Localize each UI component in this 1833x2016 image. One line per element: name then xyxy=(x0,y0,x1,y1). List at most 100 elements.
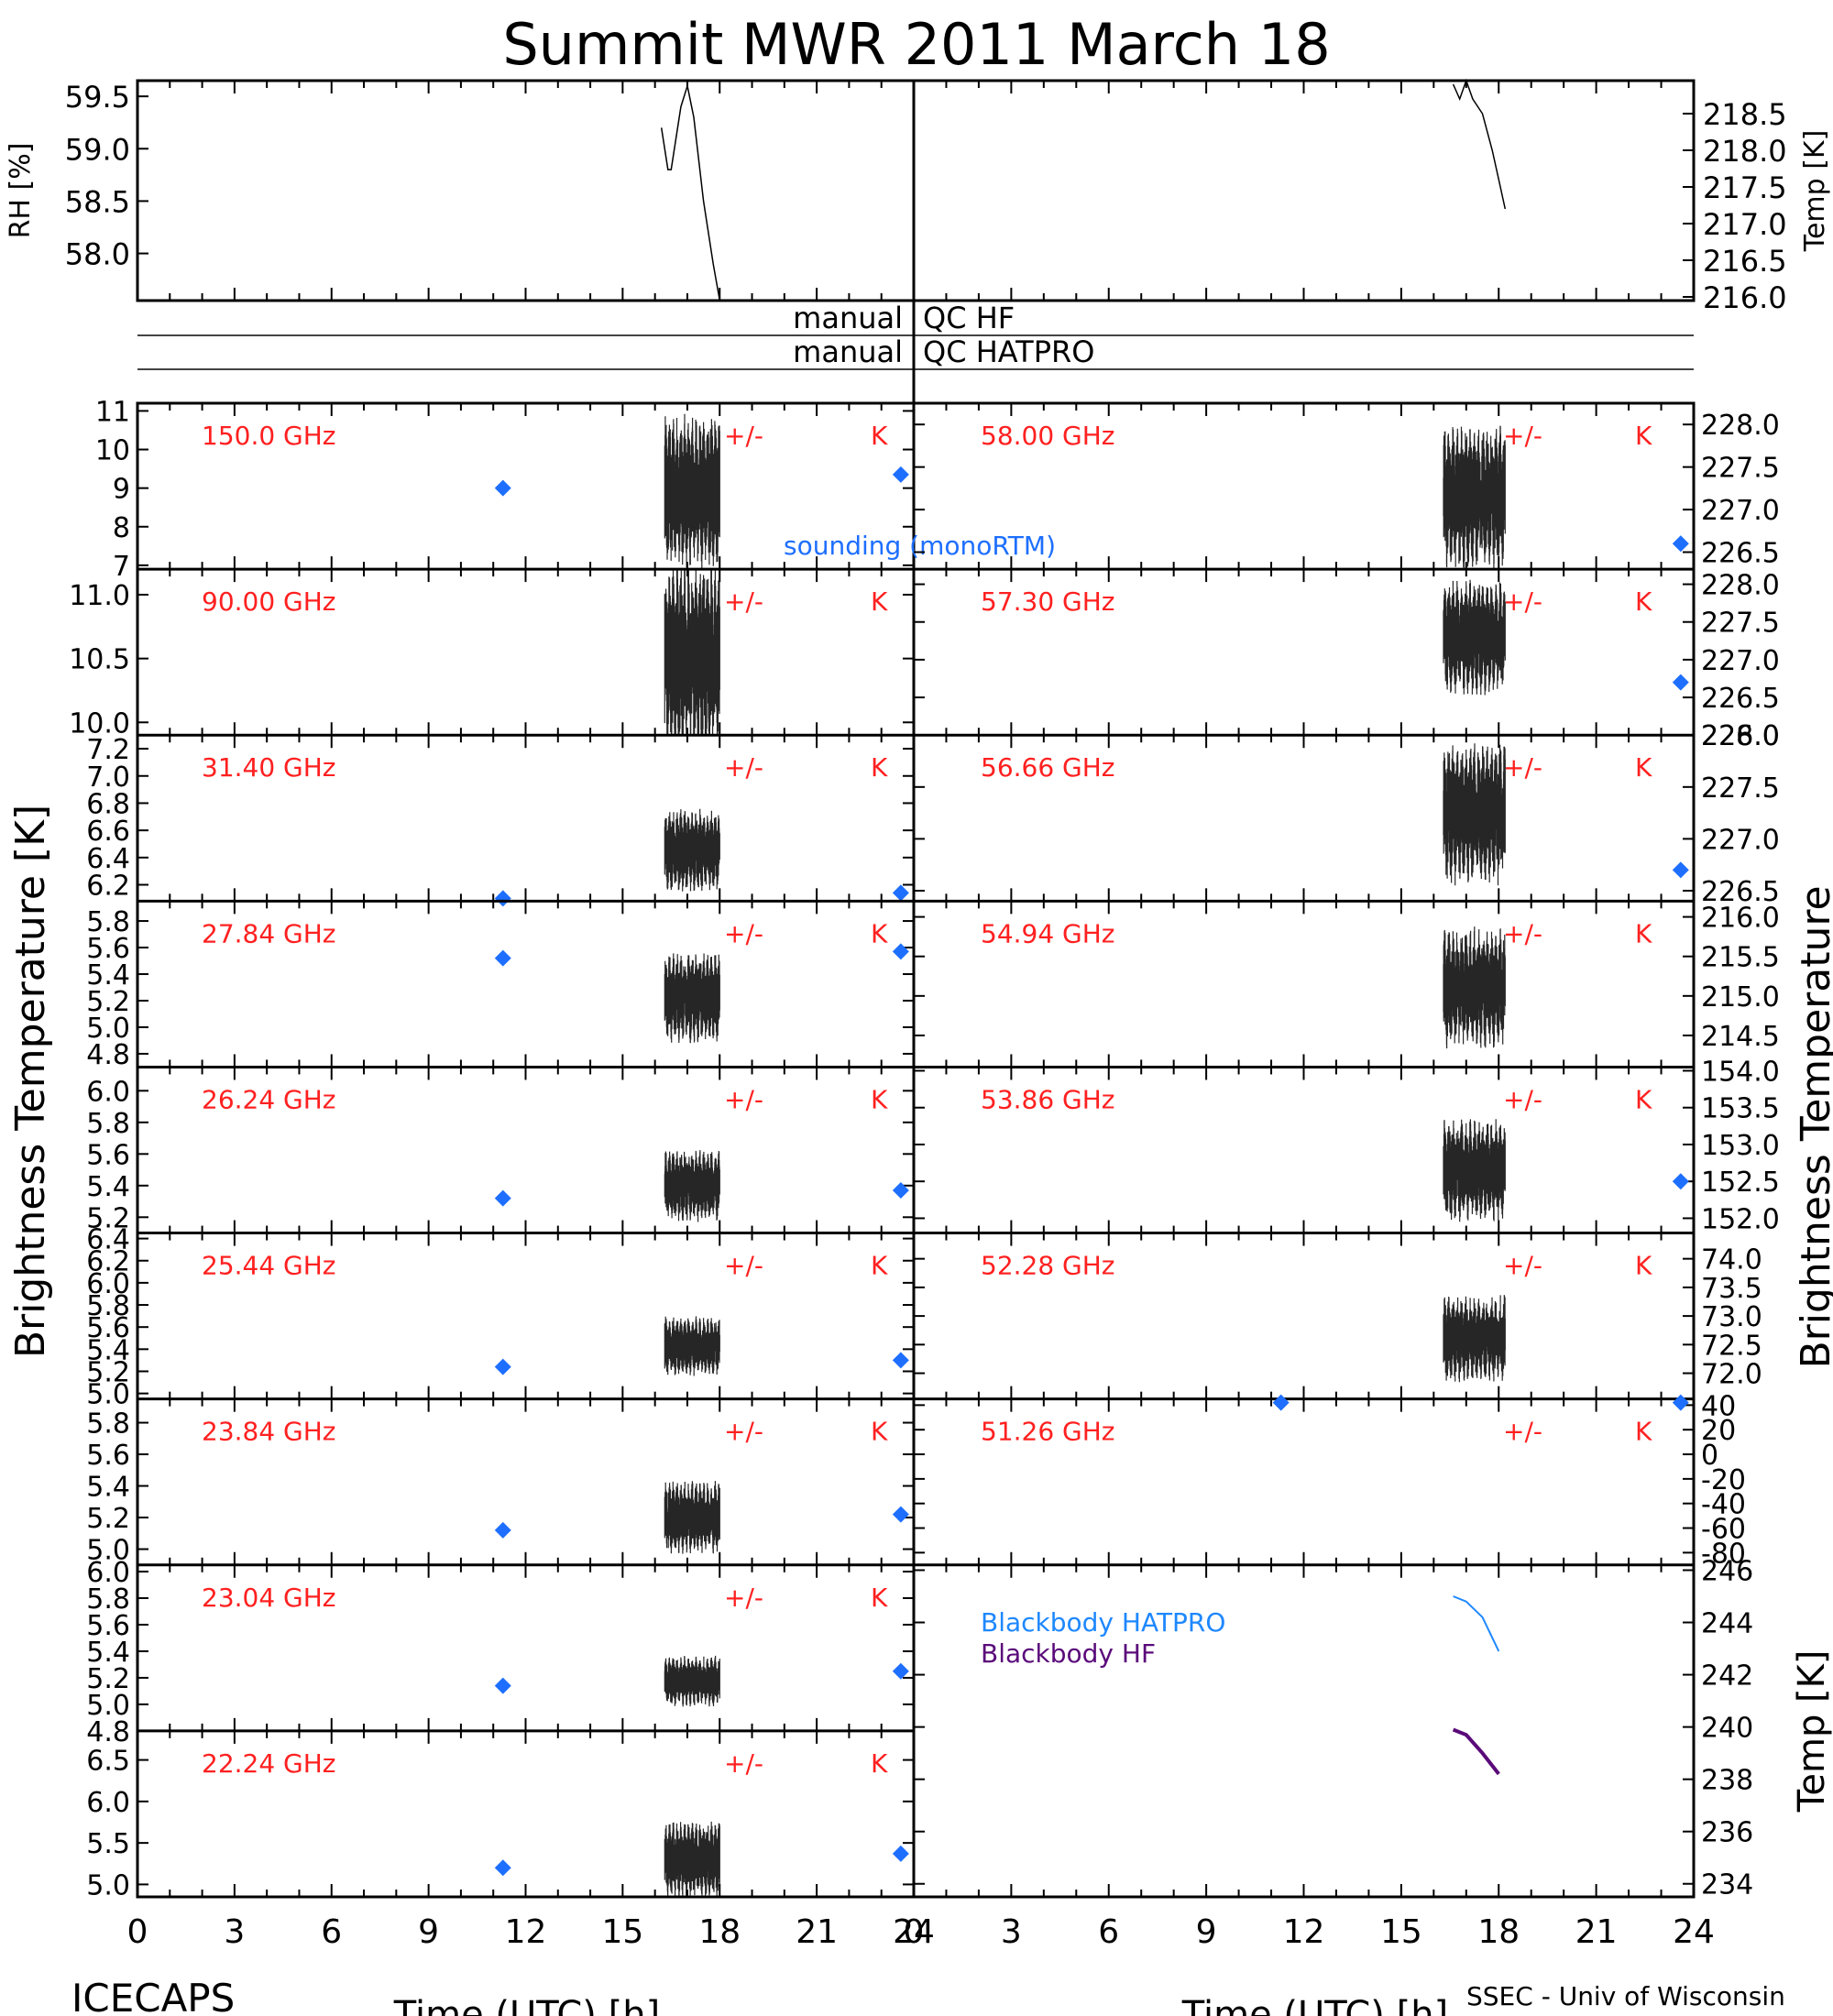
right-panel-ytick-label: 40 xyxy=(1701,1390,1736,1422)
x-tick-label: 6 xyxy=(321,1913,342,1951)
footer-left: ICECAPS xyxy=(71,1976,235,2016)
right-panel-ytick-label: 228.0 xyxy=(1701,410,1780,442)
left-panel-ytick-label: 5.8 xyxy=(86,906,130,938)
right-panel-1: 226.0 226.5 227.0 227.5 228.0 57.30 GHz +/- K xyxy=(913,567,1780,752)
left-panel-ytick-label: 6.4 xyxy=(86,1224,130,1256)
blackbody-series xyxy=(1453,1595,1500,1652)
x-tick-label: 9 xyxy=(1196,1913,1217,1951)
left-panel-ytick-label: 5.4 xyxy=(86,1637,130,1669)
sounding-point xyxy=(494,1521,511,1539)
sounding-point xyxy=(494,949,511,967)
unit-label: K xyxy=(871,1251,888,1281)
right-panel-ytick-label: 153.0 xyxy=(1701,1130,1780,1162)
pm-label: +/- xyxy=(724,752,763,783)
left-panel-ytick-label: 6.6 xyxy=(86,816,130,848)
x-tick-label: 21 xyxy=(796,1913,838,1951)
pm-label: +/- xyxy=(1503,421,1542,451)
right-panel-ytick-label: 226.0 xyxy=(1701,720,1780,752)
left-panel-ytick-label: 5.4 xyxy=(86,1171,130,1203)
right-panel-ytick-label: 20 xyxy=(1701,1415,1736,1447)
legend-entry: Blackbody HF xyxy=(981,1638,1156,1669)
met-temp-ytick-label: 217.0 xyxy=(1703,207,1787,242)
sounding-point xyxy=(892,1662,909,1680)
sounding-point xyxy=(494,1358,511,1375)
right-panel-0: 226.5 227.0 227.5 228.0 58.00 GHz +/- K xyxy=(913,403,1780,570)
channel-label: 57.30 GHz xyxy=(981,586,1115,617)
left-panel-3: 4.85.05.25.45.65.8 27.84 GHz +/- K xyxy=(86,899,915,1071)
left-panel-ytick-label: 7 xyxy=(113,551,130,583)
sounding-point xyxy=(1672,535,1689,553)
left-panel-ytick-label: 5.2 xyxy=(86,1356,130,1388)
channel-label: 27.84 GHz xyxy=(202,918,336,948)
left-panel-ytick-label: 5.0 xyxy=(86,1379,130,1411)
left-panel-ytick-label: 5.2 xyxy=(86,1663,130,1695)
sounding-point xyxy=(1672,674,1689,691)
x-tick-label: 6 xyxy=(1098,1913,1119,1951)
channel-label: 56.66 GHz xyxy=(981,752,1115,783)
left-panel-ytick-label: 4.8 xyxy=(86,1716,130,1748)
right-panel-5: 72.072.573.073.574.0 52.28 GHz +/- K xyxy=(913,1232,1762,1399)
x-tick-label: 18 xyxy=(698,1913,741,1951)
pm-label: +/- xyxy=(724,1417,763,1447)
pm-label: +/- xyxy=(1503,752,1542,783)
x-tick-label: 18 xyxy=(1477,1913,1520,1951)
hatpro-data-cloud xyxy=(664,953,720,1044)
pm-label: +/- xyxy=(1503,918,1542,948)
pm-label: +/- xyxy=(724,586,763,617)
right-panel-ytick-label: -40 xyxy=(1701,1489,1746,1521)
channel-label: 26.24 GHz xyxy=(202,1084,336,1114)
met-temp-ytick-label: 217.5 xyxy=(1703,170,1787,205)
right-panel-ytick-label: -60 xyxy=(1701,1514,1746,1546)
right-panel-ytick-label: 72.5 xyxy=(1701,1330,1762,1362)
unit-label: K xyxy=(871,1417,888,1447)
left-panel-ytick-label: 10.0 xyxy=(69,707,130,740)
x-tick-labels: 0 0 3 3 6 6 9 9 12 12 15 15 18 18 21 21 24 24 xyxy=(127,1913,1715,1951)
hatpro-data-cloud xyxy=(664,1481,720,1554)
sounding-point xyxy=(1272,1394,1290,1411)
hatpro-data-cloud xyxy=(664,569,720,736)
left-panel-ytick-label: 5.0 xyxy=(86,1013,130,1045)
left-panel-ytick-label: 5.0 xyxy=(86,1690,130,1722)
sounding-point xyxy=(494,1189,511,1207)
x-tick-label: 24 xyxy=(1673,1913,1715,1951)
hatpro-data-cloud xyxy=(1443,743,1506,886)
right-panel-ytick-label: 227.5 xyxy=(1701,453,1780,485)
unit-label: K xyxy=(1635,1084,1652,1114)
right-panel-ytick-label: 227.5 xyxy=(1701,772,1780,805)
hatpro-data-cloud xyxy=(1443,579,1506,696)
x-tick-label: 0 xyxy=(904,1913,925,1951)
unit-label: K xyxy=(1635,918,1652,948)
left-panel-ytick-label: 5.6 xyxy=(86,1312,130,1344)
pm-label: +/- xyxy=(724,1583,763,1613)
left-panel-ytick-label: 6.0 xyxy=(86,1787,130,1819)
sounding-point xyxy=(892,943,909,960)
channel-label: 22.24 GHz xyxy=(202,1748,336,1779)
left-panel-ytick-label: 5.2 xyxy=(86,986,130,1018)
right-panel-3: 214.5 215.0 215.5 216.0 54.94 GHz +/- K xyxy=(913,899,1780,1068)
left-panel-ytick-label: 5.8 xyxy=(86,1583,130,1616)
met-temp-series xyxy=(1452,78,1507,210)
channel-label: 58.00 GHz xyxy=(981,421,1115,451)
unit-label: K xyxy=(1635,1251,1652,1281)
sounding-point xyxy=(1672,1173,1689,1190)
unit-label: K xyxy=(871,421,888,451)
met-temp-ytick-label: 218.5 xyxy=(1703,97,1787,132)
right-panel-ytick-label: 226.5 xyxy=(1701,683,1780,715)
sounding-point xyxy=(494,890,511,907)
x-tick-label: 15 xyxy=(1380,1913,1422,1951)
pm-label: +/- xyxy=(1503,586,1542,617)
left-panel-ytick-label: 4.8 xyxy=(86,1039,130,1071)
left-panel-ytick-label: 5.6 xyxy=(86,1610,130,1642)
met-rh-ytick-label: 59.0 xyxy=(65,132,130,167)
footer-right: SSEC - Univ of Wisconsin xyxy=(1466,1981,1785,2011)
channel-label: 54.94 GHz xyxy=(981,918,1115,948)
right-panel-ytick-label: 215.5 xyxy=(1701,942,1780,974)
right-panel-ytick-label: 226.5 xyxy=(1701,538,1780,570)
left-panel-ytick-label: 5.6 xyxy=(86,1440,130,1472)
unit-label: K xyxy=(871,918,888,948)
plot-layer: 58.058.559.059.5216.0216.5217.0217.5218.… xyxy=(5,78,1833,1951)
hatpro-data-cloud xyxy=(664,1316,720,1376)
right-panel-ytick-label: 152.5 xyxy=(1701,1167,1780,1199)
pm-label: +/- xyxy=(724,1084,763,1114)
